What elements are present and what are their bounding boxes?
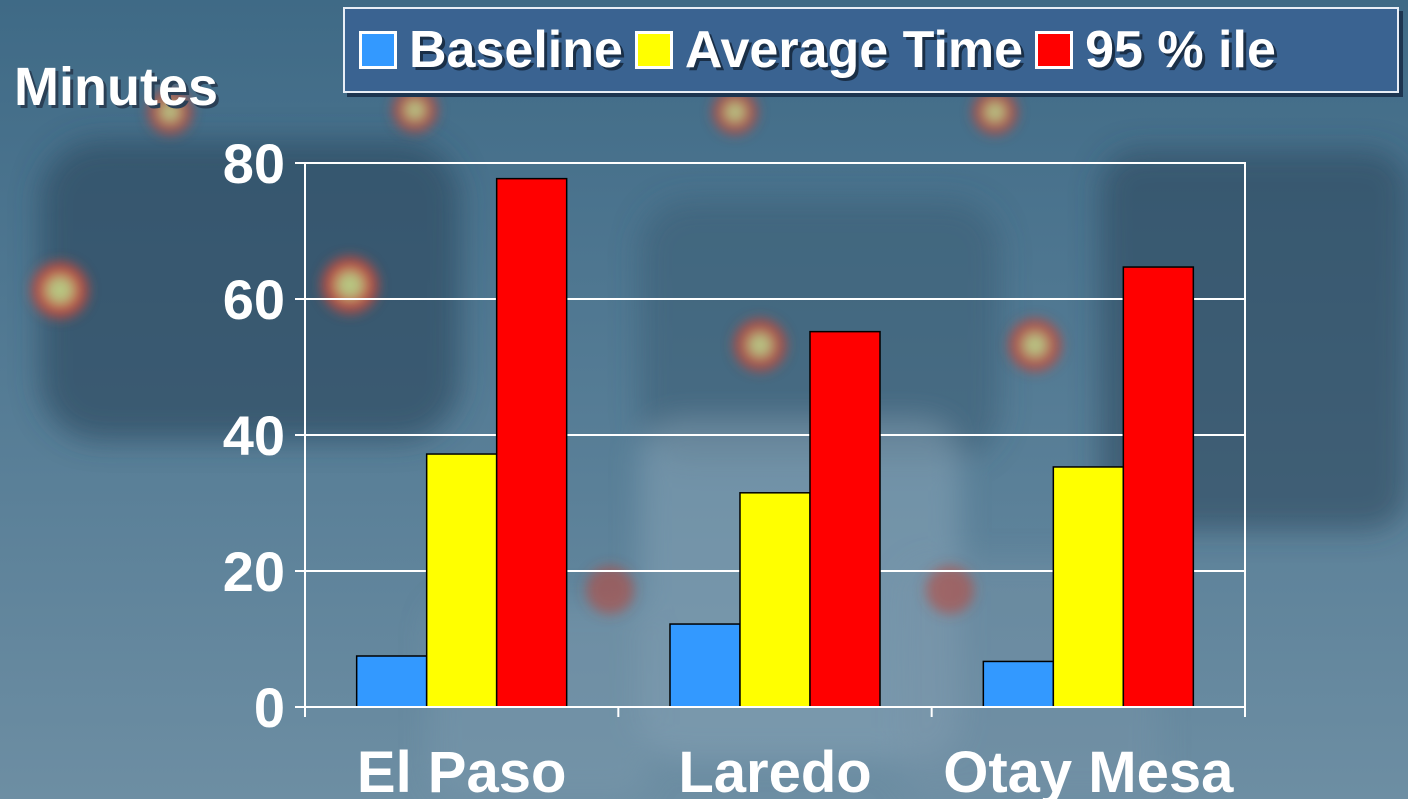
legend-item-95-percentile: 95 % ile <box>1035 24 1276 76</box>
legend-label-average-time: Average Time <box>684 21 1024 79</box>
x-tick-label-otay-mesa: Otay Mesa <box>943 740 1234 799</box>
x-tick-label-laredo: Laredo <box>678 740 871 799</box>
y-tick-label-60: 60 <box>223 268 285 331</box>
bar-baseline-otay-mesa <box>982 660 1055 708</box>
axes <box>295 162 1246 717</box>
legend-label-baseline: Baseline <box>409 21 623 79</box>
legend-swatch-baseline <box>359 31 397 69</box>
bar-baseline-laredo <box>669 623 741 708</box>
legend-item-average-time: Average Time <box>634 21 1024 79</box>
legend-swatch-average-time <box>634 31 673 69</box>
legend-label-95-percentile: 95 % ile <box>1085 21 1276 79</box>
y-tick-label-80: 80 <box>223 132 285 195</box>
bars <box>355 177 1195 708</box>
bar-average-time-otay-mesa <box>1052 466 1125 708</box>
y-tick-label-40: 40 <box>223 404 285 467</box>
bar-average-time-el-paso <box>425 453 498 708</box>
y-tick-label-20: 20 <box>223 540 285 603</box>
x-tick-label-el-paso: El Paso <box>357 740 567 799</box>
legend-item-baseline: Baseline <box>359 24 623 76</box>
y-axis-title: Minutes <box>14 57 219 117</box>
bar-95-ile-laredo <box>809 330 881 708</box>
bar-average-time-laredo <box>739 492 811 708</box>
bar-95-ile-otay-mesa <box>1122 266 1195 708</box>
legend-swatch-95-percentile <box>1035 31 1074 69</box>
bar-baseline-el-paso <box>355 655 428 708</box>
y-tick-label-0: 0 <box>254 676 285 739</box>
legend: Baseline Average Time 95 % ile <box>343 7 1399 93</box>
tick-labels: 0 20 40 60 80 El Paso Laredo Otay Mesa <box>223 132 1234 799</box>
bar-95-ile-el-paso <box>495 177 568 708</box>
